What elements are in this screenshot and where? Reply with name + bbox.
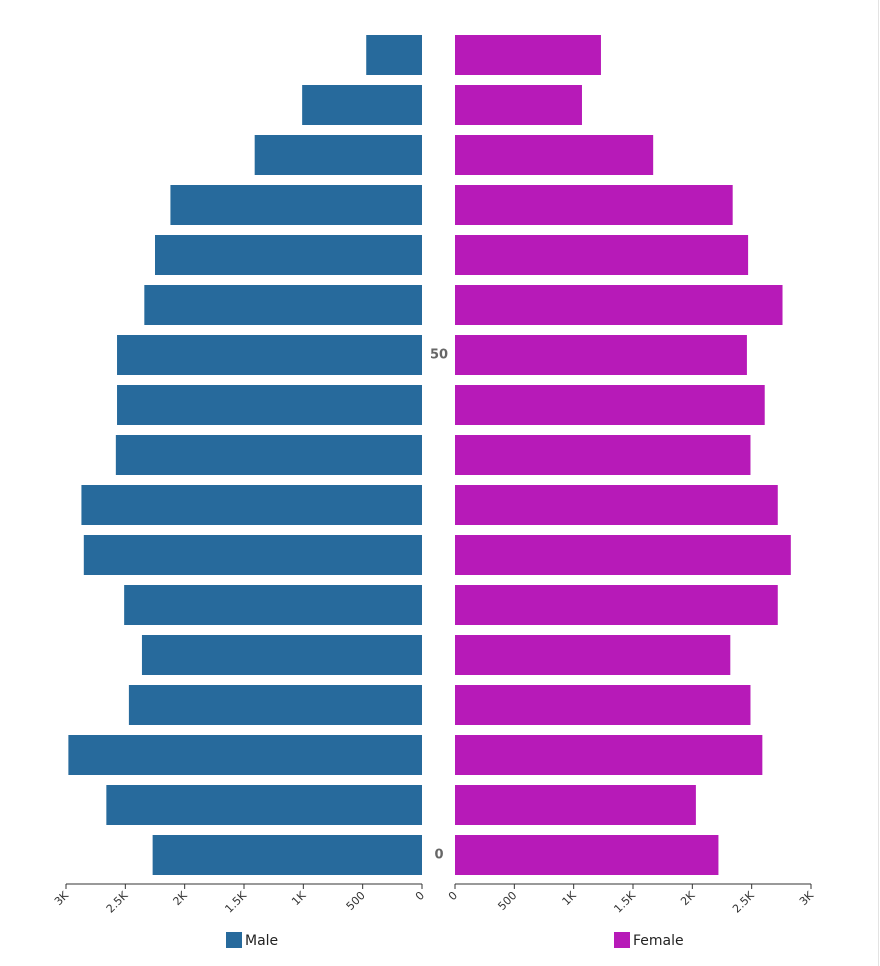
bar <box>117 385 422 425</box>
x-tick-label: 500 <box>344 889 368 913</box>
bar <box>455 285 783 325</box>
y-tick-label: 50 <box>430 348 448 363</box>
bar <box>455 485 778 525</box>
legend-swatch <box>226 932 242 948</box>
y-tick-label: 0 <box>434 848 443 863</box>
x-tick-label: 0 <box>446 889 460 903</box>
bar <box>455 135 654 175</box>
bar <box>455 535 791 575</box>
bar <box>455 835 719 875</box>
bar <box>455 235 749 275</box>
legend-swatch <box>614 932 630 948</box>
bar <box>302 85 422 125</box>
x-tick-label: 2K <box>171 888 191 908</box>
bar <box>455 585 778 625</box>
bar <box>455 685 751 725</box>
bar <box>455 385 765 425</box>
bar <box>455 435 751 475</box>
bar <box>152 835 423 875</box>
bar <box>170 185 422 225</box>
bar <box>455 735 763 775</box>
x-tick-label: 2.5K <box>104 888 131 915</box>
x-tick-label: 0 <box>413 889 427 903</box>
bar <box>115 435 422 475</box>
bar <box>155 235 422 275</box>
bar <box>128 685 423 725</box>
bar <box>144 285 422 325</box>
x-tick-label: 500 <box>495 889 519 913</box>
bar <box>81 485 422 525</box>
x-tick-label: 2.5K <box>730 888 757 915</box>
bar <box>455 785 696 825</box>
bar <box>117 335 422 375</box>
bar <box>83 535 423 575</box>
legend-label: Female <box>633 933 684 949</box>
x-tick-label: 3K <box>52 888 72 908</box>
bar <box>366 35 422 75</box>
bar <box>254 135 422 175</box>
bar <box>141 635 423 675</box>
bar <box>455 635 731 675</box>
x-tick-label: 1.5K <box>222 888 249 915</box>
legend-label: Male <box>245 933 278 949</box>
x-tick-label: 1K <box>560 888 580 908</box>
bar <box>455 85 582 125</box>
bar <box>455 185 733 225</box>
x-tick-label: 2K <box>678 888 698 908</box>
bar <box>68 735 422 775</box>
x-tick-label: 1K <box>289 888 309 908</box>
bar <box>455 335 747 375</box>
bar <box>106 785 422 825</box>
bar <box>455 35 601 75</box>
bar <box>124 585 422 625</box>
x-tick-label: 3K <box>797 888 817 908</box>
x-tick-label: 1.5K <box>611 888 638 915</box>
